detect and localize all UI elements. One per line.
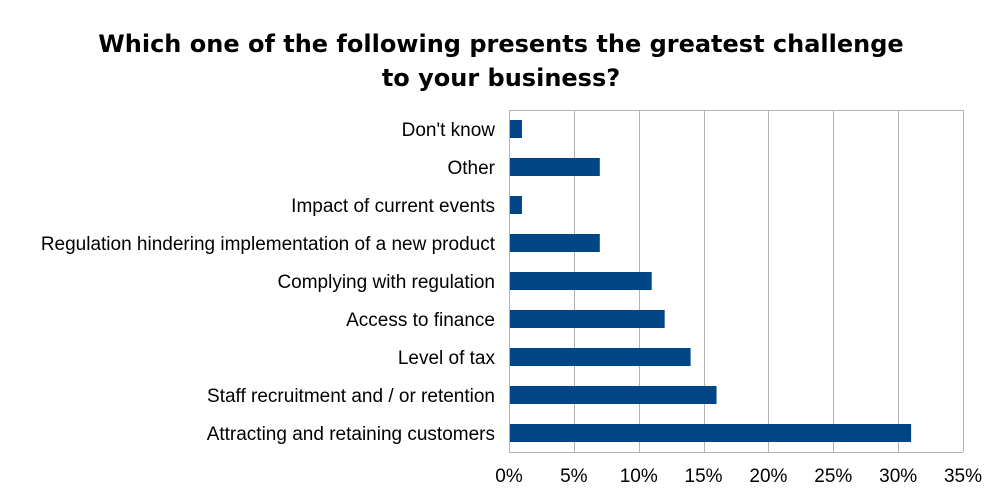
category-label: Access to finance: [346, 310, 495, 331]
category-label: Staff recruitment and / or retention: [207, 386, 495, 407]
x-tick-label: 15%: [685, 466, 723, 487]
bars: [510, 120, 912, 442]
bar: [510, 272, 652, 290]
x-tick-label: 25%: [814, 466, 852, 487]
category-label: Impact of current events: [291, 196, 495, 217]
x-tick-label: 0%: [495, 466, 523, 487]
bar: [510, 348, 691, 366]
bar: [510, 234, 600, 252]
x-tick-label: 35%: [944, 466, 982, 487]
bar: [510, 386, 717, 404]
category-label: Level of tax: [398, 348, 496, 369]
chart-title: Which one of the following presents the …: [98, 30, 903, 92]
bar: [510, 424, 912, 442]
bar: [510, 196, 522, 214]
category-label: Don't know: [402, 120, 496, 141]
category-label: Attracting and retaining customers: [207, 424, 495, 445]
category-label: Complying with regulation: [277, 272, 495, 293]
x-tick-label: 30%: [879, 466, 917, 487]
x-tick-label: 20%: [749, 466, 787, 487]
x-tick-labels: 0% 5% 10% 15% 20% 25% 30% 35%: [495, 466, 982, 487]
chart-title-line-2: to your business?: [382, 64, 620, 92]
category-label: Other: [447, 158, 495, 179]
bar: [510, 310, 665, 328]
bar: [510, 158, 600, 176]
category-labels: Don't know Other Impact of current events R…: [41, 120, 496, 445]
category-label: Regulation hindering implementation of a…: [41, 234, 496, 255]
x-tick-label: 5%: [560, 466, 588, 487]
bar: [510, 120, 522, 138]
chart-title-line-1: Which one of the following presents the …: [98, 30, 903, 58]
x-tick-label: 10%: [620, 466, 658, 487]
